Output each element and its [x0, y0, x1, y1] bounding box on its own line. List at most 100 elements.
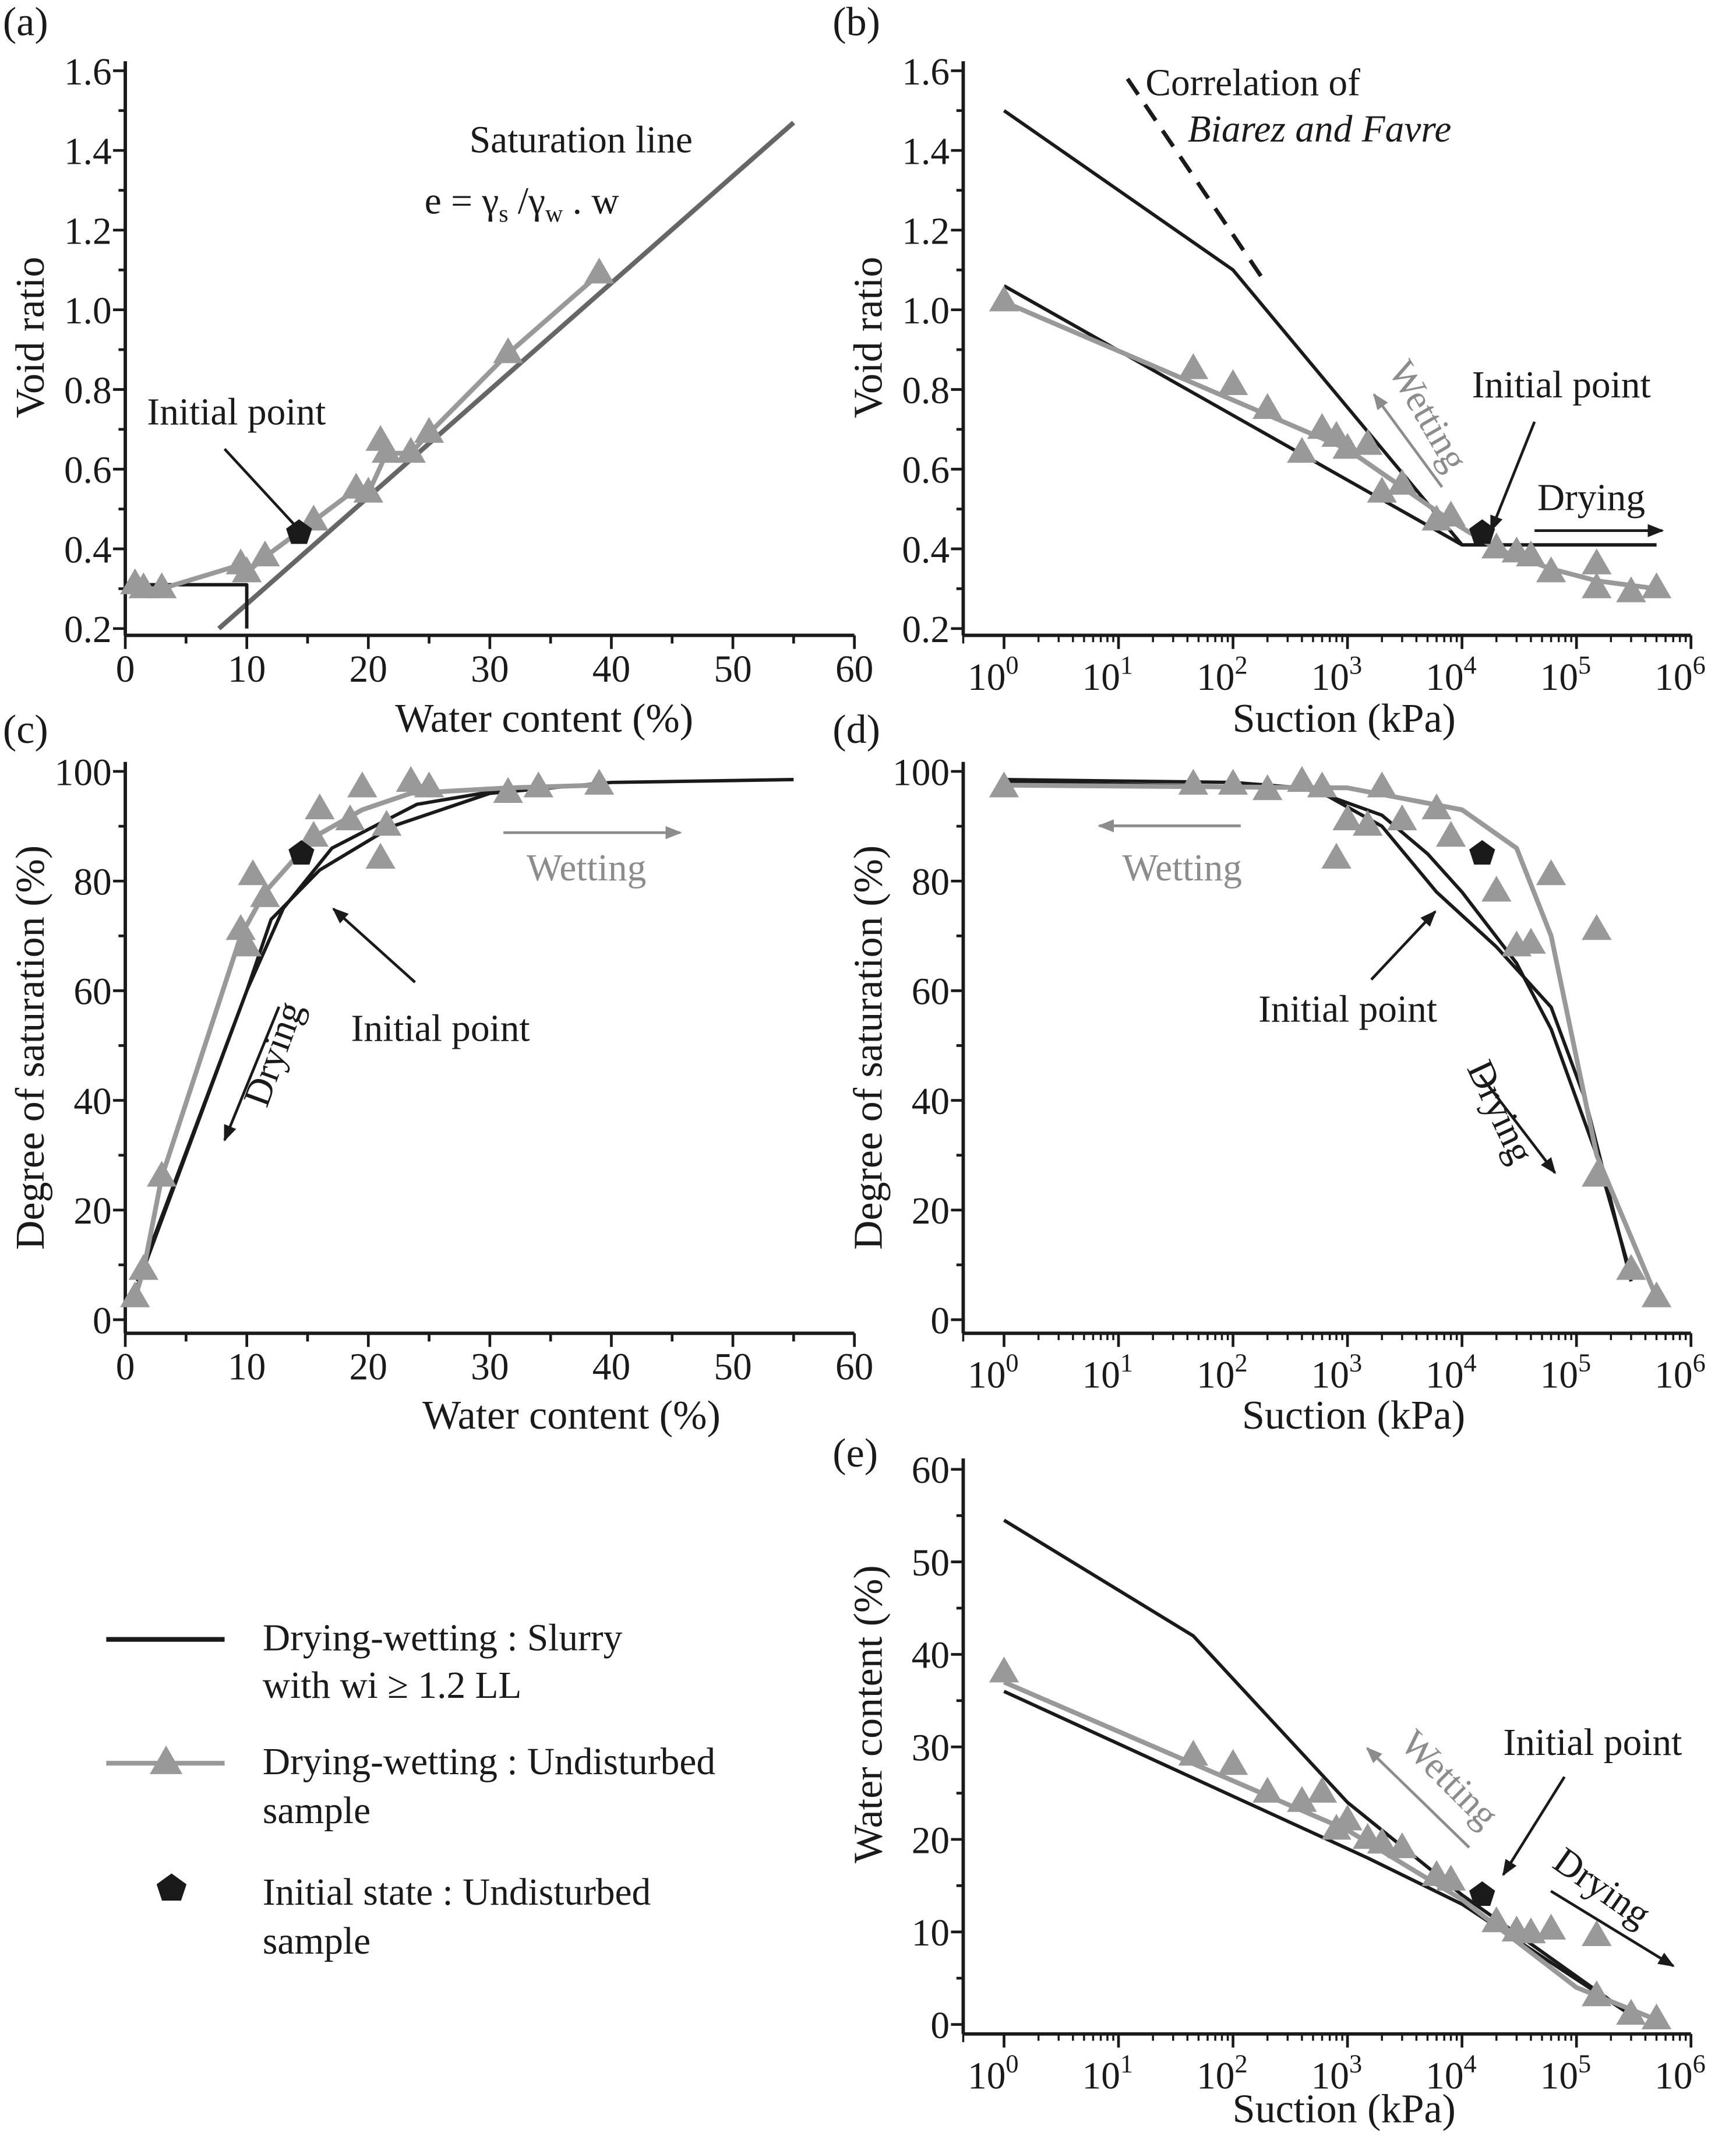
data-point-triangle [1287, 436, 1317, 463]
data-point-triangle [128, 1254, 159, 1280]
y-tick-label: 1.6 [64, 51, 112, 93]
x-tick-label: 30 [471, 1347, 509, 1388]
x-tick-label: 103 [1311, 1348, 1363, 1397]
x-tick-label: 102 [1197, 2049, 1248, 2097]
x-tick-label: 103 [1311, 2049, 1363, 2097]
x-tick-label: 40 [592, 648, 630, 690]
data-point-triangle [1252, 774, 1283, 801]
x-tick-label: 30 [471, 648, 509, 690]
legend-slurry-label: Drying-wetting : Slurry [263, 1617, 623, 1659]
series-line-slurry [1004, 780, 1633, 1282]
panel-d: (d) 0 20 40 60 80 100 100 101 102 103 104 105 106 Suct… [832, 707, 1706, 1438]
x-tick-label: 100 [968, 2049, 1019, 2097]
data-point-triangle [1307, 1777, 1338, 1803]
panel-a: (a) 0.2 0.4 0.6 0.8 1.0 1.2 1.4 1.6 0 10 20 30 40 50 60… [3, 0, 873, 741]
data-point-triangle [1536, 1913, 1566, 1940]
y-tick-label: 0.2 [64, 609, 112, 651]
legend-undisturbed-label: Drying-wetting : Undisturbed [263, 1741, 715, 1783]
y-tick-label: 0.6 [64, 450, 112, 492]
data-point-triangle [231, 930, 262, 957]
x-axis-title: Water content (%) [395, 696, 693, 741]
data-point-triangle [1641, 1281, 1672, 1307]
x-tick-label: 20 [350, 1347, 387, 1388]
legend: Drying-wetting : Slurry with wi ≥ 1.2 LL… [106, 1617, 715, 1962]
data-point-triangle [1641, 572, 1672, 598]
x-tick-label: 102 [1197, 1348, 1248, 1397]
x-axis-title: Suction (kPa) [1233, 2087, 1456, 2132]
panel-label: (b) [832, 0, 880, 45]
series-line-undisturbed [1004, 783, 1659, 1299]
series-line-dashed [1125, 77, 1269, 287]
arrow-icon [1372, 393, 1444, 488]
data-point-triangle [414, 771, 444, 798]
data-point-triangle [238, 859, 268, 886]
x-tick-label: 105 [1540, 2049, 1592, 2097]
annotation-label: Drying [235, 996, 312, 1112]
data-point-triangle [347, 771, 377, 798]
x-tick-label: 50 [714, 1347, 751, 1388]
y-tick-label: 80 [73, 862, 111, 904]
y-axis-title: Void ratio [846, 257, 891, 418]
data-point-triangle [1307, 413, 1338, 439]
x-tick-label: 101 [1082, 1348, 1134, 1397]
data-point-triangle [1435, 1864, 1466, 1891]
y-tick-label: 0.4 [64, 529, 112, 571]
annotation-label: Initial point [1503, 1722, 1682, 1764]
data-point-triangle [493, 337, 523, 364]
data-point-triangle [1252, 1777, 1283, 1803]
data-point-triangle [1307, 771, 1338, 798]
data-point-triangle [1516, 540, 1546, 567]
annotation-label: Drying [1459, 1054, 1543, 1169]
data-point-triangle [1178, 1740, 1209, 1766]
y-tick-label: 20 [912, 1190, 950, 1232]
data-point-triangle [1353, 810, 1383, 836]
annotation-label: Wetting [1392, 1722, 1506, 1837]
annotation-label: Biarez and Favre [1188, 108, 1452, 150]
annotation-label: Saturation line [470, 119, 693, 161]
data-point-triangle [1536, 859, 1566, 886]
arrow-icon [332, 907, 416, 984]
data-point-triangle [335, 804, 365, 830]
x-tick-label: 50 [714, 648, 751, 690]
x-tick-label: 10 [228, 1347, 266, 1388]
y-tick-label: 20 [73, 1190, 111, 1232]
series-line-slurry [1003, 1690, 1632, 2017]
data-point-triangle [1287, 766, 1317, 792]
data-point-triangle [1367, 477, 1397, 503]
data-point-triangle [250, 881, 280, 907]
annotation-label: Drying [1537, 477, 1645, 519]
data-point-triangle [1616, 1254, 1646, 1280]
data-point-triangle [305, 793, 335, 820]
y-tick-label: 40 [912, 1635, 950, 1677]
y-tick-label: 0.4 [902, 529, 950, 571]
data-point-triangle [365, 843, 396, 869]
x-tick-label: 20 [350, 648, 387, 690]
panel-label: (d) [832, 707, 880, 752]
y-tick-label: 1.0 [902, 290, 950, 332]
y-tick-label: 80 [912, 862, 950, 904]
data-point-triangle [1582, 914, 1612, 940]
panel-label: (e) [832, 1431, 878, 1476]
x-tick-label: 104 [1426, 1348, 1477, 1397]
data-point-triangle [584, 258, 615, 284]
arrow-icon [1370, 910, 1437, 981]
y-axis-title: Degree of saturation (%) [8, 845, 53, 1250]
panel-e: (e) 0 10 20 30 40 50 60 100 101 102 103 104 105 106 Suc… [832, 1431, 1706, 2131]
arrow-icon [223, 1006, 281, 1142]
data-point-triangle [1435, 500, 1466, 527]
initial-point-marker [1469, 1881, 1495, 1906]
data-point-triangle [146, 572, 177, 598]
data-point-triangle [1582, 1980, 1612, 2007]
data-point-triangle [1287, 1786, 1317, 1812]
x-tick-label: 104 [1426, 650, 1477, 699]
data-point-triangle [396, 766, 426, 792]
data-point-triangle [493, 777, 523, 803]
initial-point-marker [1469, 519, 1495, 544]
data-point-triangle [1367, 771, 1397, 798]
data-point-triangle [1332, 1804, 1363, 1831]
x-tick-label: 102 [1197, 650, 1248, 699]
x-tick-label: 106 [1654, 650, 1706, 699]
data-point-triangle [1367, 1827, 1397, 1854]
data-point-triangle [1421, 793, 1452, 820]
annotation-label: Initial point [1472, 364, 1651, 406]
